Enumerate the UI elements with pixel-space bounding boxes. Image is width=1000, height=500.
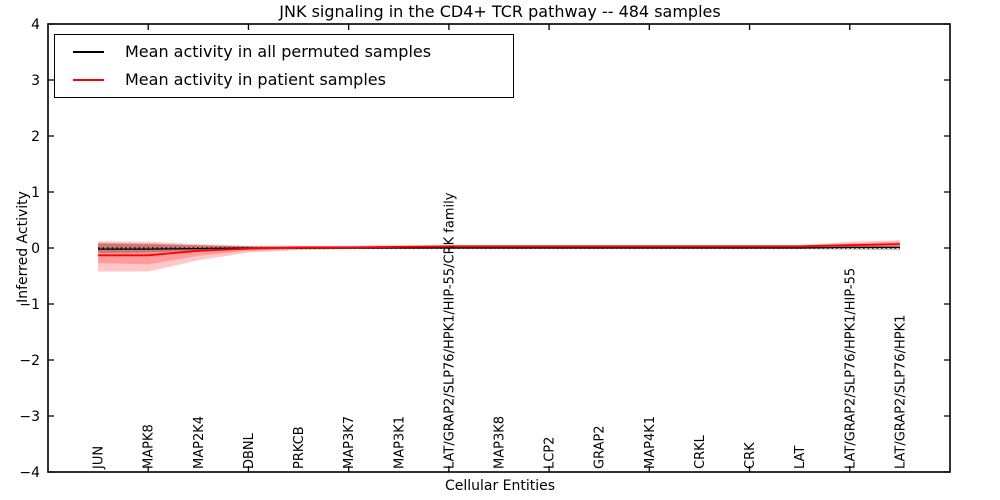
y-axis-title: Inferred Activity (15, 191, 31, 303)
x-category-label: DBNL (242, 432, 257, 469)
x-category-label: CRKL (693, 434, 708, 469)
x-category-label: MAP2K4 (192, 416, 207, 469)
x-category-label: MAPK8 (142, 424, 157, 469)
x-category-label: LAT/GRAP2/SLP76/HPK1/HIP-55/CRK family (442, 192, 457, 469)
y-tick-label: 3 (31, 73, 40, 89)
x-category-label: LAT/GRAP2/SLP76/HPK1 (893, 315, 908, 469)
x-category-label: GRAP2 (593, 425, 608, 469)
patient-mean-line (98, 243, 900, 257)
x-category-label: MAP3K7 (342, 416, 357, 469)
x-category-label: CRK (743, 442, 758, 469)
x-category-label: JUN (92, 446, 107, 470)
y-tick-label: 1 (31, 185, 40, 201)
x-category-label: MAP4K1 (643, 416, 658, 469)
x-category-label: MAP3K1 (392, 416, 407, 469)
y-tick-label: −1 (19, 297, 40, 313)
y-tick-label: −4 (19, 465, 40, 481)
x-axis-title: Cellular Entities (444, 478, 556, 494)
legend-entry-permuted: Mean activity in all permuted samples (55, 38, 513, 66)
permuted-mean-line (98, 246, 900, 250)
legend-entry-patient: Mean activity in patient samples (55, 66, 513, 94)
x-category-label: PRKCB (292, 426, 307, 469)
legend-label-permuted: Mean activity in all permuted samples (125, 42, 432, 61)
x-category-label: LCP2 (543, 437, 558, 469)
y-tick-label: 4 (31, 17, 40, 33)
chart-title: JNK signaling in the CD4+ TCR pathway --… (279, 2, 721, 21)
patient-band-outer (98, 240, 900, 272)
y-tick-label: −3 (19, 409, 40, 425)
x-category-label: LAT (793, 446, 808, 469)
permuted-line-sample-icon (73, 51, 104, 53)
y-tick-label: 2 (31, 129, 40, 145)
patient-line-sample-icon (73, 79, 104, 81)
y-tick-label: 0 (31, 241, 40, 257)
x-category-label: LAT/GRAP2/SLP76/HPK1/HIP-55 (843, 268, 858, 469)
legend: Mean activity in all permuted samples Me… (54, 34, 514, 98)
legend-label-patient: Mean activity in patient samples (125, 70, 386, 89)
y-tick-label: −2 (19, 353, 40, 369)
x-category-label: MAP3K8 (493, 416, 508, 469)
